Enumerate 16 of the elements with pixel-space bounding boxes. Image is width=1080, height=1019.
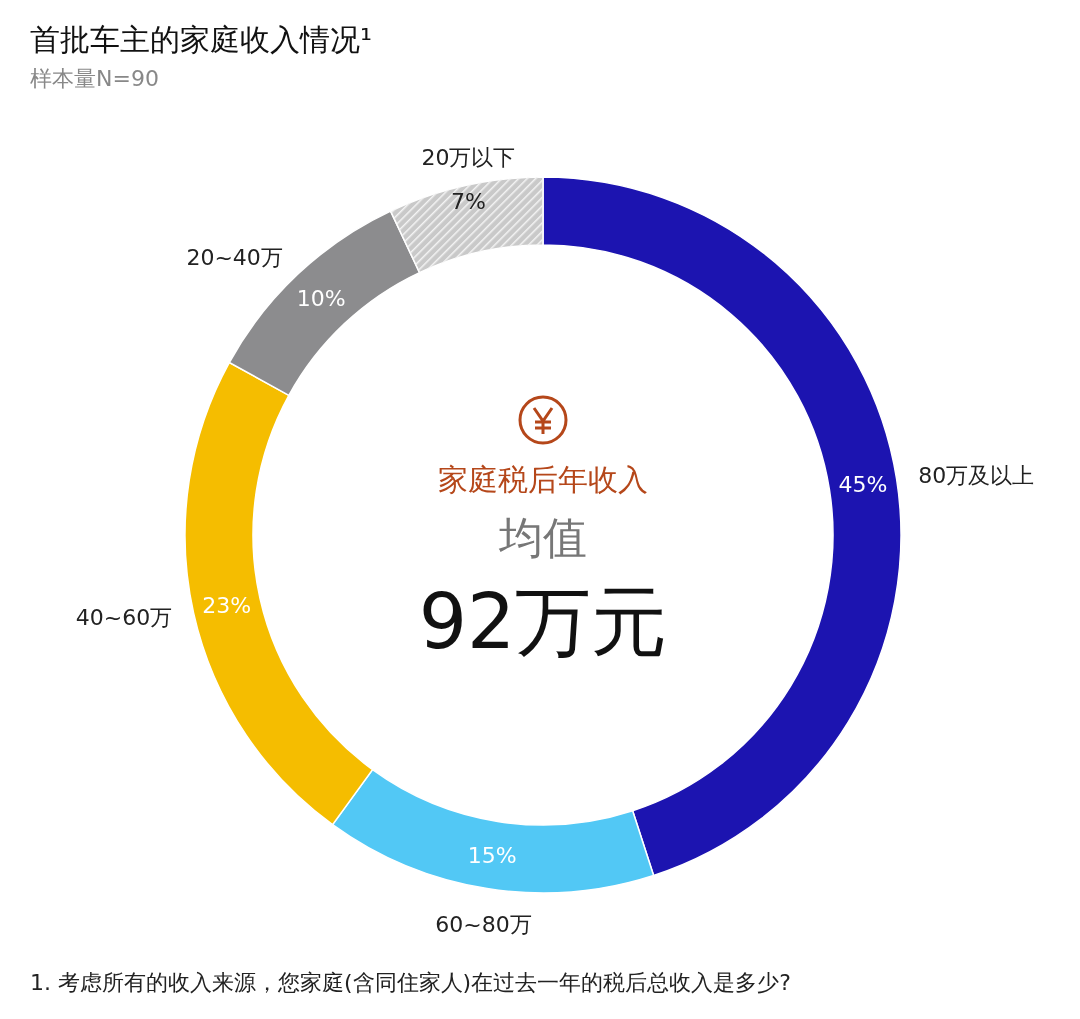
slice-label: 80万及以上 xyxy=(918,463,1035,489)
data-label: 7% xyxy=(450,188,486,214)
slice-label: 20~40万 xyxy=(186,245,283,271)
data-label: 45% xyxy=(838,471,888,497)
text: 92万元 xyxy=(418,577,668,666)
chart-title: 首批车主的家庭收入情况¹ xyxy=(30,22,373,57)
slice-label: 40~60万 xyxy=(75,605,173,631)
text: 家庭税后年收入 xyxy=(438,462,648,497)
chart-subtitle: 样本量N=90 xyxy=(30,66,159,91)
data-label: 15% xyxy=(467,842,517,868)
data-label: 10% xyxy=(296,286,346,312)
text: 均值 xyxy=(498,512,587,563)
text: 1. 考虑所有的收入来源，您家庭(含同住家人)在过去一年的税后总收入是多少? xyxy=(30,970,791,995)
slice-label: 20万以下 xyxy=(421,144,516,170)
data-label: 23% xyxy=(202,593,252,619)
slice-label: 60~80万 xyxy=(435,911,532,937)
